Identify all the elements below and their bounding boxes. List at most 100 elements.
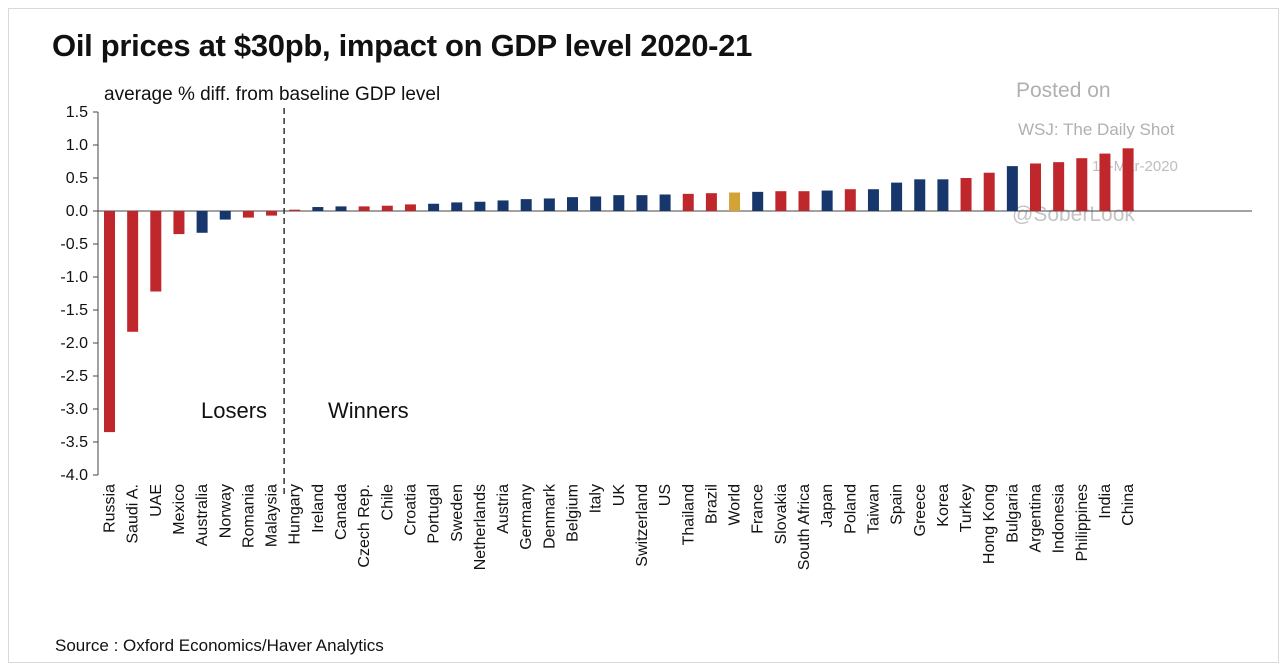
x-category-label: China (1120, 484, 1137, 526)
x-category-label: World (727, 484, 744, 526)
y-tick-label: -2.5 (60, 368, 88, 385)
losers-label: Losers (201, 398, 267, 423)
x-category-label: Belgium (565, 484, 582, 542)
bar (520, 199, 532, 211)
bar (1006, 166, 1018, 211)
bar (196, 211, 208, 233)
x-category-label: Switzerland (634, 484, 651, 567)
bar (798, 191, 810, 211)
bar (590, 196, 602, 211)
bar (289, 209, 301, 211)
bar (636, 195, 648, 211)
x-category-label: Japan (819, 484, 836, 528)
bar (844, 189, 856, 211)
bar (428, 203, 440, 211)
x-category-label: Bulgaria (1004, 484, 1021, 543)
x-category-label: Philippines (1074, 484, 1091, 561)
y-tick-label: 1.5 (66, 104, 88, 121)
x-category-label: Romania (240, 484, 257, 548)
y-tick-label: -2.0 (60, 335, 88, 352)
bar (404, 204, 416, 211)
x-category-label: Malaysia (264, 484, 281, 547)
bar (335, 206, 347, 211)
bar (312, 207, 324, 211)
x-category-label: Turkey (958, 484, 975, 532)
y-tick-labels: 1.5 1.0 0.5 0.0 -0.5 -1.0 -1.5 -2.0 -2.5 -3.0 -3.5… (60, 104, 88, 484)
x-category-label: Czech Rep. (356, 484, 373, 568)
x-category-label: Thailand (680, 484, 697, 545)
x-category-label: UK (611, 484, 628, 507)
x-category-label: Canada (333, 484, 350, 540)
bar (937, 179, 949, 211)
bar (821, 190, 833, 211)
x-category-label: Taiwan (865, 484, 882, 534)
x-category-label: Ireland (310, 484, 327, 533)
bar (173, 211, 185, 235)
x-category-label: Greece (912, 484, 929, 537)
bar (613, 195, 625, 211)
source-note: Source : Oxford Economics/Haver Analytic… (55, 636, 384, 655)
x-category-label: Poland (842, 484, 859, 534)
bar (127, 211, 139, 332)
bar (219, 211, 231, 220)
bar (1030, 163, 1041, 211)
x-category-label: Mexico (171, 484, 188, 535)
x-category-label: US (657, 484, 674, 506)
bar (242, 211, 254, 218)
watermark-date: 13-Mar-2020 (1092, 158, 1178, 175)
x-category-label: Germany (518, 484, 535, 550)
x-category-label: Hong Kong (981, 484, 998, 564)
x-category-label: Denmark (541, 483, 558, 549)
bar (960, 178, 972, 211)
bar (381, 205, 393, 211)
x-category-label: Brazil (703, 484, 720, 524)
x-category-label: Norway (217, 484, 234, 538)
watermark-posted-on: Posted on (1016, 79, 1111, 102)
x-category-label: Croatia (402, 484, 419, 536)
watermark-publication: WSJ: The Daily Shot (1018, 120, 1175, 139)
bar (451, 202, 463, 211)
x-category-label: Indonesia (1051, 484, 1068, 553)
bar (567, 197, 578, 211)
y-tick-label: -1.5 (60, 302, 88, 319)
bar (659, 194, 671, 211)
x-category-label: Portugal (426, 484, 443, 544)
x-category-label: UAE (148, 484, 165, 517)
bar (1053, 162, 1065, 211)
bar (104, 211, 115, 433)
x-category-label: Netherlands (472, 484, 489, 570)
x-category-label: Australia (194, 484, 211, 546)
bar (543, 198, 555, 211)
x-category-labels: Russia Saudi A. UAE Mexico Australia Norway Ro… (102, 483, 1138, 570)
x-category-label: India (1097, 484, 1114, 519)
bar (705, 193, 717, 211)
x-category-label: France (750, 484, 767, 534)
x-category-label: Chile (379, 484, 396, 521)
bar (983, 172, 995, 211)
x-category-label: Austria (495, 484, 512, 534)
x-category-label: Sweden (449, 484, 466, 542)
bar (150, 211, 162, 292)
x-category-label: Slovakia (773, 484, 790, 545)
x-category-label: Russia (102, 484, 119, 533)
bar (1099, 153, 1111, 211)
x-category-label: Spain (889, 484, 906, 525)
y-tick-label: -3.5 (60, 434, 88, 451)
winners-label: Winners (328, 398, 409, 423)
chart-title: Oil prices at $30pb, impact on GDP level… (52, 28, 753, 63)
x-category-label: Korea (935, 484, 952, 527)
y-tick-label: -3.0 (60, 401, 88, 418)
y-tick-label: 1.0 (66, 137, 88, 154)
bar (752, 191, 764, 211)
bar (891, 182, 903, 211)
bar (497, 200, 509, 211)
y-tick-label: -4.0 (60, 467, 88, 484)
y-tick-label: 0.5 (66, 170, 88, 187)
x-category-label: Saudi A. (125, 484, 142, 544)
y-tick-label: -1.0 (60, 269, 88, 286)
x-category-label: Hungary (287, 484, 304, 544)
bars-layer (104, 148, 1134, 433)
bar (867, 189, 879, 211)
x-category-label: South Africa (796, 484, 813, 570)
